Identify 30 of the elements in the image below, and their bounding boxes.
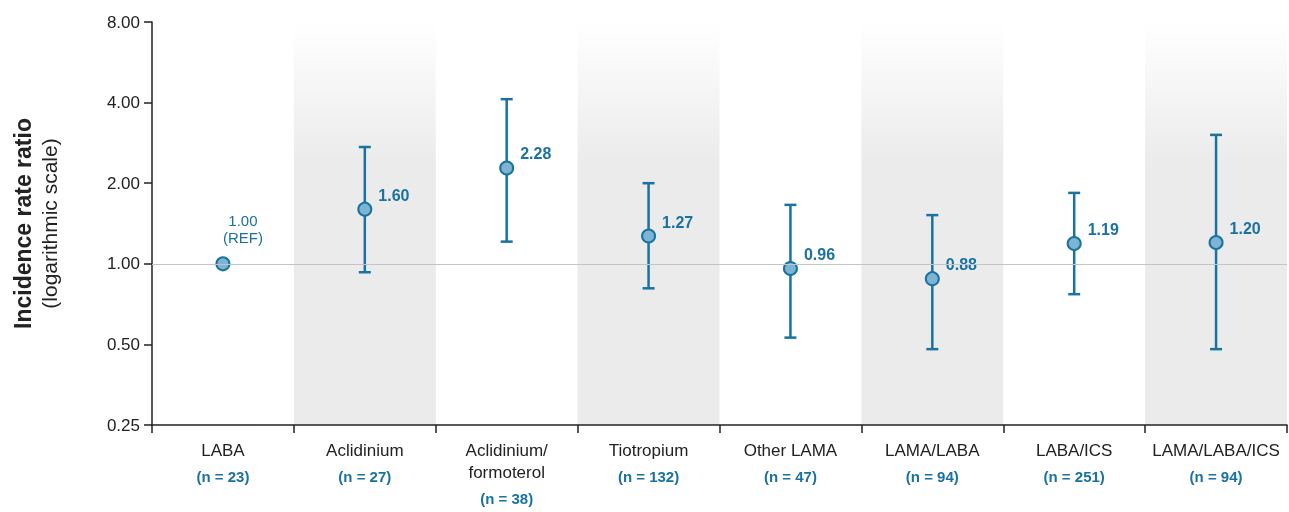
y-tick-label: 0.25 bbox=[106, 415, 140, 435]
point bbox=[215, 256, 231, 272]
point bbox=[641, 228, 657, 244]
x-tick-label: Aclidinium (n = 27) bbox=[326, 440, 404, 485]
data-label: 1.20 bbox=[1229, 220, 1261, 238]
y-tick-label: 0.50 bbox=[106, 334, 140, 354]
x-tick-label: Other LAMA (n = 47) bbox=[743, 440, 838, 485]
point bbox=[357, 201, 373, 217]
y-tick-label: 8.00 bbox=[106, 12, 140, 32]
point bbox=[924, 271, 940, 287]
y-tick-label: 1.00 bbox=[106, 254, 140, 274]
x-tick-label: LABA/ICS (n = 251) bbox=[1035, 440, 1113, 485]
x-tick-label: Aclidinium/ formoterol (n = 38) bbox=[465, 440, 549, 507]
x-tick-label: LAMA/LABA/ICS (n = 94) bbox=[1152, 440, 1280, 485]
y-tick-label: 4.00 bbox=[106, 93, 140, 113]
x-tick-label: LABA (n = 23) bbox=[196, 440, 250, 485]
data-label: 1.19 bbox=[1087, 221, 1119, 239]
x-tick-label: Tiotropium (n = 132) bbox=[608, 440, 689, 485]
y-tick-label: 2.00 bbox=[106, 173, 140, 193]
y-axis-title: Incidence rate ratio (logarithmic scale) bbox=[10, 118, 61, 329]
point bbox=[782, 261, 798, 277]
data-label: 0.96 bbox=[803, 246, 836, 264]
point bbox=[1208, 235, 1224, 251]
x-tick-label: LAMA/LABA (n = 94) bbox=[885, 440, 981, 485]
data-label: 1.00 (REF) bbox=[222, 212, 263, 247]
data-label: 2.28 bbox=[520, 145, 552, 163]
point bbox=[499, 160, 515, 176]
point bbox=[1066, 236, 1082, 252]
data-label: 1.27 bbox=[662, 213, 694, 231]
data-label: 1.60 bbox=[378, 186, 410, 204]
